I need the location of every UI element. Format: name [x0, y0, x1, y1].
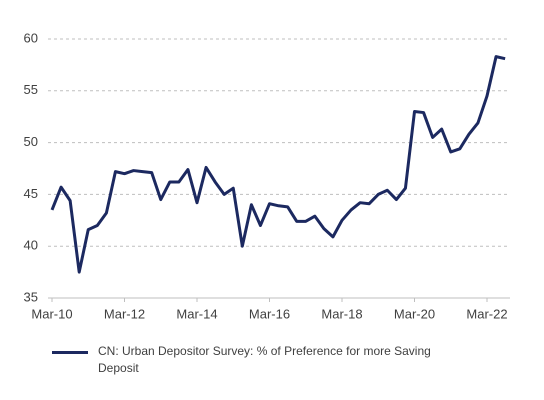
x-tick-label: Mar-22 [466, 306, 507, 321]
x-tick-label: Mar-10 [31, 306, 72, 321]
y-tick-label: 45 [24, 186, 38, 201]
x-tick-label: Mar-12 [104, 306, 145, 321]
y-tick-label: 55 [24, 82, 38, 97]
data-line [50, 55, 506, 274]
x-tick-label: Mar-16 [249, 306, 290, 321]
y-tick-label: 40 [24, 238, 38, 253]
x-tick-label: Mar-20 [394, 306, 435, 321]
y-tick-label: 35 [24, 289, 38, 304]
legend-swatch [52, 351, 88, 354]
legend: CN: Urban Depositor Survey: % of Prefere… [52, 343, 472, 377]
x-tick-label: Mar-18 [321, 306, 362, 321]
y-tick-label: 50 [24, 134, 38, 149]
y-tick-label: 60 [24, 30, 38, 45]
legend-label: CN: Urban Depositor Survey: % of Prefere… [98, 344, 431, 375]
x-tick-label: Mar-14 [176, 306, 217, 321]
